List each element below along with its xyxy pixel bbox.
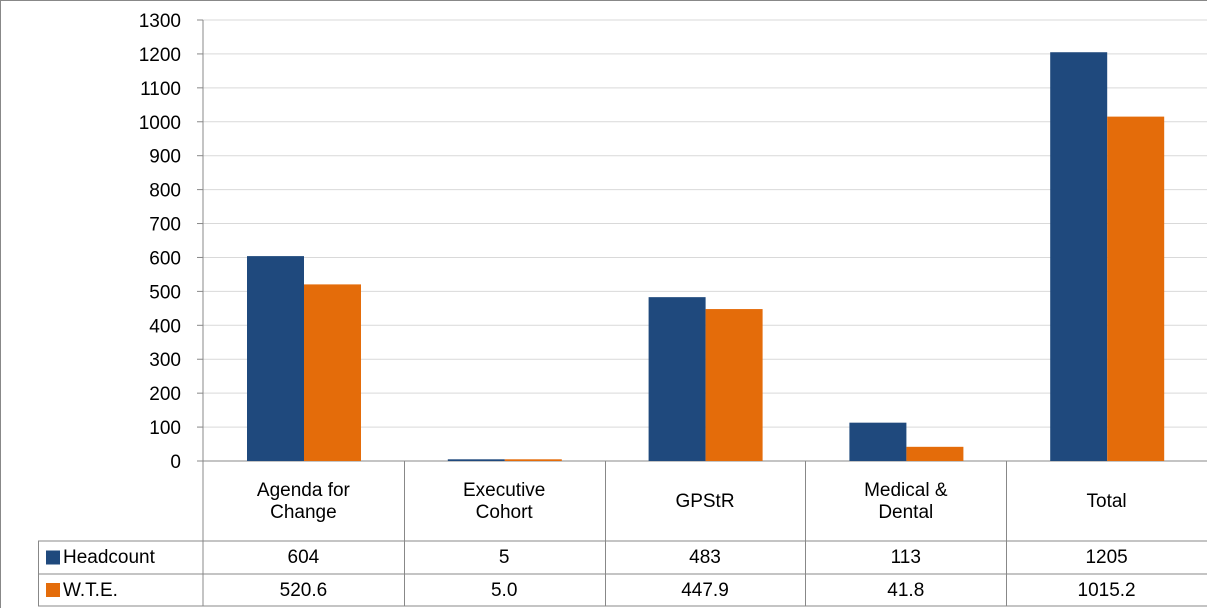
category-label: Medical & Dental	[864, 480, 948, 523]
table-value: 5.0	[490, 579, 518, 601]
y-tick-label: 0	[170, 452, 181, 473]
bar	[648, 297, 706, 461]
y-tick-label: 200	[149, 384, 181, 405]
bar	[1107, 116, 1165, 462]
y-tick-label: 700	[149, 215, 181, 236]
y-tick-label: 600	[149, 248, 181, 269]
table-value: 1205	[1085, 547, 1128, 568]
table-value: 520.6	[279, 579, 328, 601]
bar	[304, 284, 361, 461]
bar	[1050, 52, 1108, 461]
table-value: 604	[287, 547, 320, 568]
y-tick-label: 900	[149, 147, 181, 168]
y-tick-label: 400	[149, 316, 181, 337]
y-tick-label: 1100	[140, 79, 181, 100]
table-value: 113	[890, 547, 921, 568]
category-label: Executive Cohort	[463, 480, 546, 523]
legend-swatch	[46, 583, 60, 597]
y-tick-label: 300	[149, 350, 181, 371]
bar	[906, 446, 964, 461]
category-label: Agenda for Change	[256, 480, 350, 523]
bar	[705, 309, 763, 461]
category-label: GPStR	[675, 491, 735, 512]
y-tick-label: 100	[149, 418, 181, 439]
table-value: 483	[689, 547, 721, 568]
table-value: 5	[498, 547, 510, 568]
table-value: 1015.2	[1077, 579, 1136, 601]
legend-swatch	[46, 550, 60, 565]
y-tick-label: 500	[149, 282, 181, 303]
bar	[247, 256, 304, 461]
legend-label: W.T.E.	[63, 579, 118, 601]
bar	[447, 459, 505, 461]
table-value: 41.8	[887, 579, 925, 601]
y-tick-label: 1200	[139, 45, 181, 66]
y-tick-label: 1000	[139, 113, 181, 134]
legend-label: Headcount	[63, 547, 155, 568]
table-value: 447.9	[681, 579, 729, 601]
y-tick-label: 800	[149, 181, 181, 202]
category-label: Total	[1086, 491, 1127, 512]
bar	[849, 422, 907, 461]
bar	[504, 459, 562, 461]
y-tick-label: 1300	[139, 11, 181, 32]
